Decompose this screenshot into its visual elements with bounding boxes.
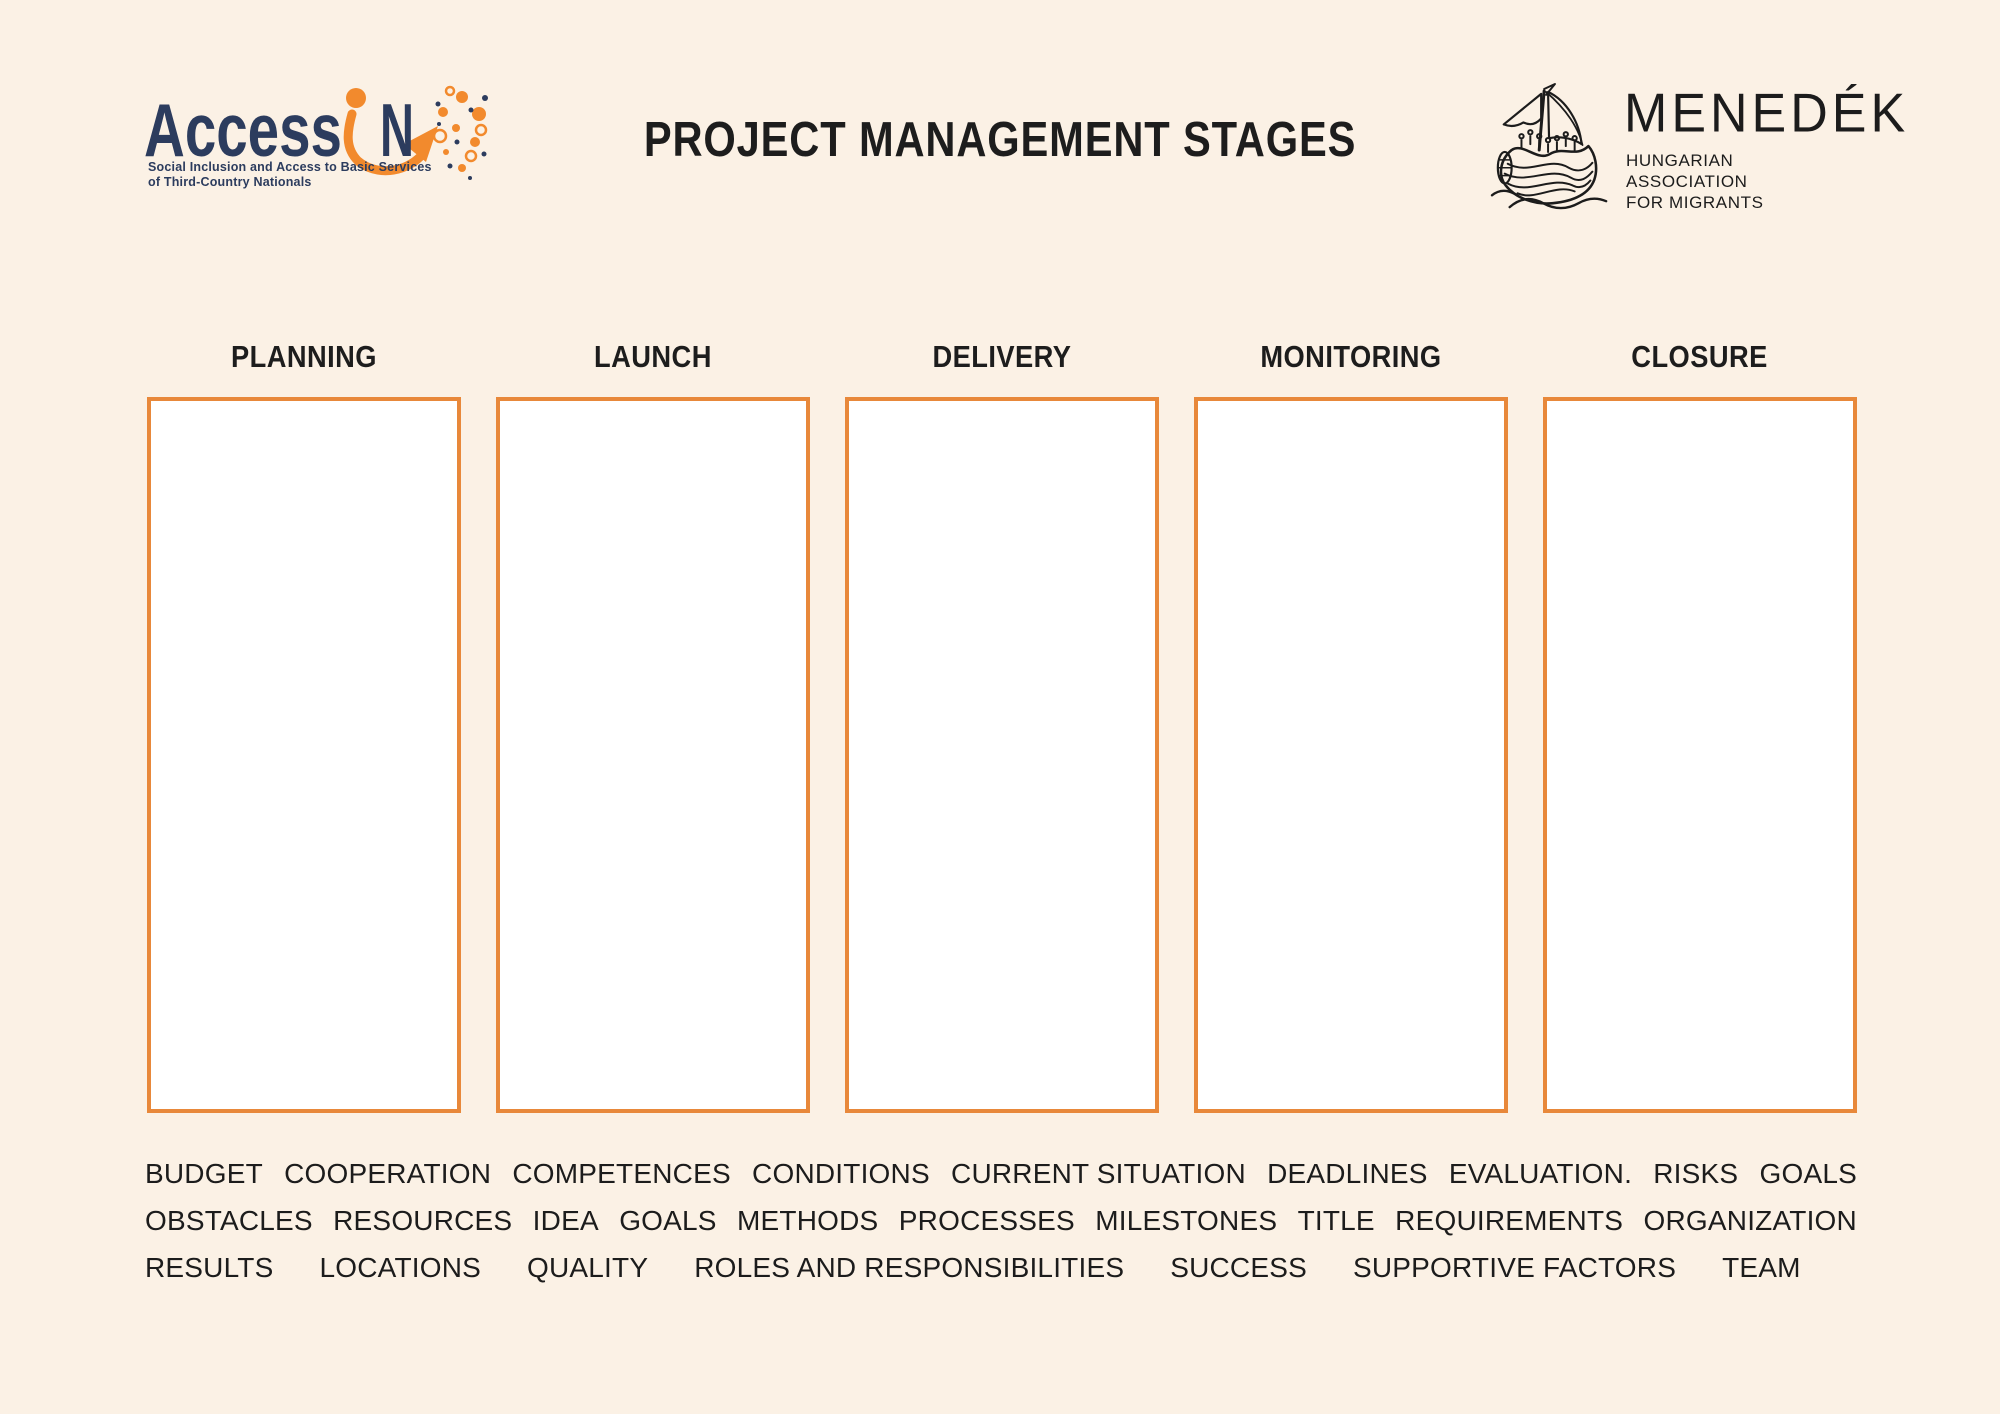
word-bank-item[interactable]: CONDITIONS [752,1157,930,1189]
accessin-tagline-line1: Social Inclusion and Access to Basic Ser… [148,160,432,174]
stage-box-monitoring[interactable] [1194,397,1508,1113]
accessin-wordmark-access: Access [144,88,342,172]
stage-label-launch: LAUNCH [594,339,712,374]
word-bank-item[interactable]: REQUIREMENTS [1395,1204,1624,1236]
stage-box-delivery[interactable] [845,397,1159,1113]
word-bank-item[interactable]: QUALITY [527,1251,649,1283]
word-bank-item[interactable]: PROCESSES [898,1204,1075,1236]
menedek-wordmark: MENEDÉK [1624,83,1910,144]
word-bank-item[interactable]: RESOURCES [333,1204,513,1236]
word-bank-item[interactable]: DEADLINES [1267,1157,1428,1189]
word-bank-item[interactable]: OBSTACLES [145,1204,313,1236]
word-bank-item[interactable]: SUCCESS [1170,1251,1307,1283]
word-bank-item[interactable]: TITLE [1297,1204,1375,1236]
accessin-logo-graphic: Access N [144,85,488,180]
word-bank-item[interactable]: METHODS [737,1204,879,1236]
word-bank-item[interactable]: COOPERATION [284,1157,492,1189]
stage-box-planning[interactable] [147,397,461,1113]
accessin-tagline: Social Inclusion and Access to Basic Ser… [148,160,432,190]
word-bank-item[interactable]: ROLES AND RESPONSIBILITIES [694,1251,1125,1283]
word-bank-item[interactable]: ORGANIZATION [1643,1204,1857,1236]
word-bank-item[interactable]: EVALUATION. [1448,1157,1633,1189]
word-bank: BUDGET COOPERATION COMPETENCES CONDITIONS CU… [145,1150,1857,1291]
accessin-dots-icon [432,85,488,180]
menedek-subtitle-line1: HUNGARIAN [1626,151,1734,170]
stage-column-closure: CLOSURE [1543,331,1857,1113]
stage-column-monitoring: MONITORING [1194,331,1508,1113]
word-bank-line-1: BUDGET COOPERATION COMPETENCES CONDITIONS CU… [145,1150,1857,1197]
stage-column-launch: LAUNCH [496,331,810,1113]
menedek-subtitle-line2: ASSOCIATION [1626,172,1748,191]
stage-box-closure[interactable] [1543,397,1857,1113]
word-bank-item[interactable]: IDEA [532,1204,599,1236]
stage-label-delivery: DELIVERY [932,339,1072,374]
menedek-ship-icon [1490,83,1608,210]
word-bank-line-2: OBSTACLES RESOURCES IDEA GOALS METHODS PROCES… [145,1197,1857,1244]
word-bank-line-3: RESULTS LOCATIONS QUALITY ROLES AND RESPONS… [145,1244,1857,1291]
menedek-subtitle-line3: FOR MIGRANTS [1626,193,1764,212]
word-bank-item[interactable]: CURRENT SITUATION [951,1157,1246,1189]
word-bank-item[interactable]: SUPPORTIVE FACTORS [1352,1251,1677,1283]
word-bank-item[interactable]: TEAM [1722,1251,1801,1283]
stage-label-closure: CLOSURE [1631,339,1769,374]
accessin-tagline-line2: of Third-Country Nationals [148,175,312,189]
word-bank-item[interactable]: RESULTS [145,1251,274,1283]
menedek-subtitle: HUNGARIAN ASSOCIATION FOR MIGRANTS [1626,150,1764,213]
word-bank-item[interactable]: MILESTONES [1095,1204,1278,1236]
stage-column-planning: PLANNING [147,331,461,1113]
word-bank-item[interactable]: COMPETENCES [512,1157,731,1189]
word-bank-item[interactable]: GOALS [1759,1157,1857,1189]
word-bank-item[interactable]: LOCATIONS [319,1251,481,1283]
page-title: PROJECT MANAGEMENT STAGES [643,113,1357,167]
word-bank-item[interactable]: GOALS [619,1204,717,1236]
word-bank-item[interactable]: RISKS [1653,1157,1739,1189]
accessin-wordmark-n: N [380,88,414,172]
menedek-logo: MENEDÉK HUNGARIAN ASSOCIATION FOR MIGRAN… [1488,78,1905,228]
accessin-i-swoosh-icon [343,88,438,176]
stage-box-launch[interactable] [496,397,810,1113]
stage-label-planning: PLANNING [231,339,377,374]
accessin-logo: Access N [140,84,490,204]
stage-label-monitoring: MONITORING [1260,339,1442,374]
word-bank-item[interactable]: BUDGET [145,1157,263,1189]
stage-column-delivery: DELIVERY [845,331,1159,1113]
